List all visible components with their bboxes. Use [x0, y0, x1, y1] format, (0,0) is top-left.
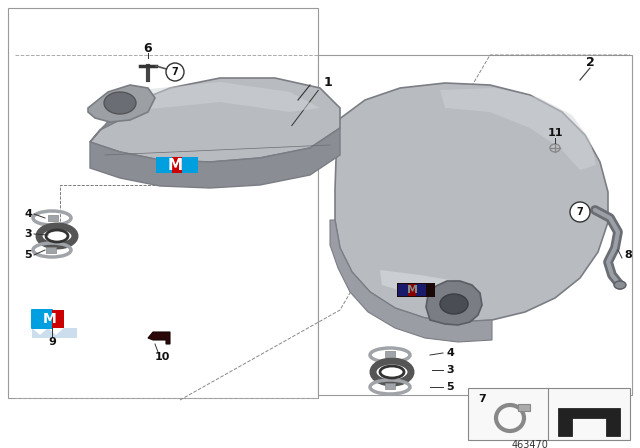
Bar	[8, 8, 318, 398]
Polygon shape	[90, 105, 128, 142]
Text: 7: 7	[577, 207, 584, 217]
Bar	[156, 157, 172, 173]
Text: 7: 7	[478, 394, 486, 404]
Text: M: M	[43, 312, 57, 326]
Bar	[46, 247, 56, 253]
Polygon shape	[426, 281, 482, 325]
Ellipse shape	[440, 294, 468, 314]
Polygon shape	[140, 82, 320, 112]
Circle shape	[166, 63, 184, 81]
Bar	[318, 55, 632, 395]
Bar	[397, 283, 435, 297]
Polygon shape	[88, 85, 155, 122]
Ellipse shape	[104, 92, 136, 114]
Text: 3: 3	[446, 365, 454, 375]
Text: 6: 6	[144, 42, 152, 55]
Polygon shape	[558, 408, 620, 436]
Bar	[408, 284, 416, 296]
Text: 4: 4	[446, 348, 454, 358]
Text: 5: 5	[446, 382, 454, 392]
Text: 10: 10	[154, 352, 170, 362]
Polygon shape	[32, 328, 77, 338]
FancyBboxPatch shape	[31, 309, 53, 329]
Bar	[48, 215, 58, 221]
Polygon shape	[335, 83, 608, 322]
Bar	[182, 157, 198, 173]
Text: 3: 3	[24, 229, 32, 239]
Circle shape	[570, 202, 590, 222]
Bar	[518, 404, 530, 411]
FancyBboxPatch shape	[52, 310, 64, 328]
Text: 1: 1	[324, 76, 332, 89]
Text: 9: 9	[48, 337, 56, 347]
Text: M: M	[406, 285, 417, 295]
Bar	[416, 284, 426, 296]
Ellipse shape	[550, 144, 560, 152]
Bar	[468, 388, 630, 440]
Bar	[385, 351, 395, 357]
Text: 11: 11	[547, 128, 563, 138]
Polygon shape	[148, 332, 170, 344]
Text: 8: 8	[624, 250, 632, 260]
Polygon shape	[330, 220, 492, 342]
Ellipse shape	[614, 281, 626, 289]
Bar	[398, 284, 408, 296]
Polygon shape	[90, 78, 340, 162]
Text: 463470: 463470	[511, 440, 548, 448]
Bar	[172, 157, 182, 173]
Text: 7: 7	[172, 67, 179, 77]
Text: 4: 4	[24, 209, 32, 219]
Text: 2: 2	[586, 56, 595, 69]
Polygon shape	[380, 270, 450, 300]
Bar	[385, 383, 395, 389]
Polygon shape	[440, 88, 596, 170]
Text: 5: 5	[24, 250, 32, 260]
Polygon shape	[90, 128, 340, 188]
Text: M: M	[168, 158, 182, 172]
